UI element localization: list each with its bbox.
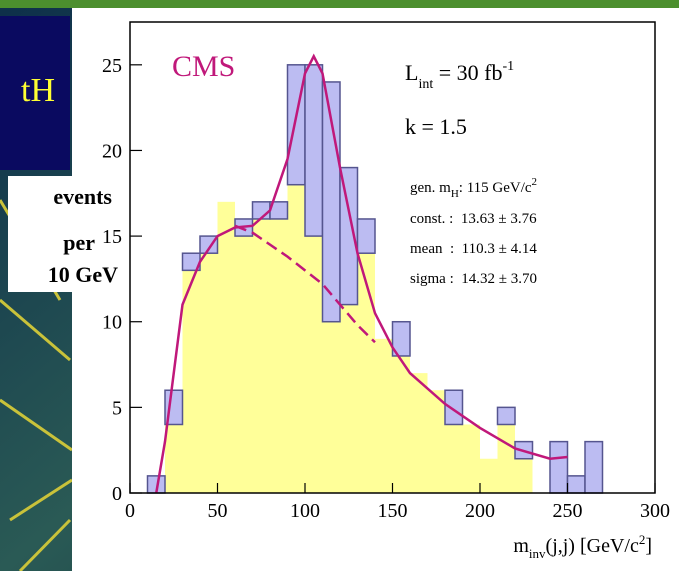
histogram-bar [462,424,480,493]
text-part: int [418,77,433,92]
histogram-bar [427,390,445,493]
histogram-bar [252,218,270,494]
histogram-bar [356,218,376,254]
y-tick-label: 20 [102,140,122,162]
text-part: 2 [639,532,646,547]
y-label: per [63,230,95,255]
x-tick-label: 50 [208,500,228,522]
x-tick-label: 200 [465,500,495,522]
x-tick-label: 150 [378,500,408,522]
y-tick-label: 15 [102,226,122,248]
histogram-bar [235,236,253,493]
histogram-bar [392,355,410,493]
x-label: minv(j,j) [GeV/c2] [513,532,652,561]
text-part: m [513,535,529,557]
gen-label: gen. mH: 115 GeV/c2 [410,176,537,200]
histogram-bar [340,304,358,493]
histogram-bar [165,424,183,493]
x-tick-label: 100 [290,500,320,522]
x-tick-label: 300 [640,500,670,522]
histogram-bar [410,373,428,493]
top-band [0,0,679,8]
y-tick-label: 0 [112,483,122,505]
histogram-bar [182,270,200,493]
text-part: L [405,60,418,85]
histogram-bar [305,236,323,493]
slide-label: tH [21,72,55,109]
text-part: -1 [502,59,514,74]
lumi-label: Lint = 30 fb-1 [405,59,514,92]
x-tick-label: 250 [553,500,583,522]
histogram-bar [391,320,411,357]
histogram-bar [480,458,498,493]
text-part: inv [529,546,546,561]
text-part: : 115 GeV/c [459,180,532,196]
y-label: 10 GeV [48,262,118,287]
slide-label-box [0,16,70,170]
photo-strands [0,199,73,573]
histogram-bar [270,218,288,494]
fit-curve [234,224,376,344]
histogram-bar [375,338,393,493]
text-part: gen. m [410,180,451,196]
text-part: ] [645,535,652,557]
histogram-bar [287,184,305,493]
y-tick-label: 25 [102,55,122,77]
histogram-bar [217,201,235,493]
histogram-bar [357,253,375,493]
histogram-bar [304,64,324,237]
text-part: = 30 fb [433,60,502,85]
fit-curve [155,53,568,494]
fit-label: sigma : 14.32 ± 3.70 [410,271,537,287]
y-tick-label: 10 [102,312,122,334]
y-label: events [53,184,112,209]
text-part: H [451,188,459,200]
k-label: k = 1.5 [405,114,467,139]
text-part: 2 [532,176,538,188]
histogram-bar [251,201,271,220]
histogram-bar [549,440,569,494]
histogram-bar [200,253,218,493]
histogram-bar [322,321,340,493]
histogram-bar [496,406,516,426]
histogram-bar [566,475,586,494]
y-tick-label: 5 [112,397,122,419]
plot-area [146,53,604,494]
histogram-bar [497,424,515,493]
experiment-label: CMS [172,50,235,83]
histogram-bar [584,440,604,494]
fit-label: const. : 13.63 ± 3.76 [410,211,537,227]
histogram-bar [444,389,464,426]
fit-label: mean : 110.3 ± 4.14 [410,241,537,257]
x-tick-label: 0 [125,500,135,522]
histogram-bar [445,424,463,493]
text-part: (j,j) [GeV/c [546,535,639,557]
histogram-bar [515,458,533,493]
label-panel [8,176,120,292]
